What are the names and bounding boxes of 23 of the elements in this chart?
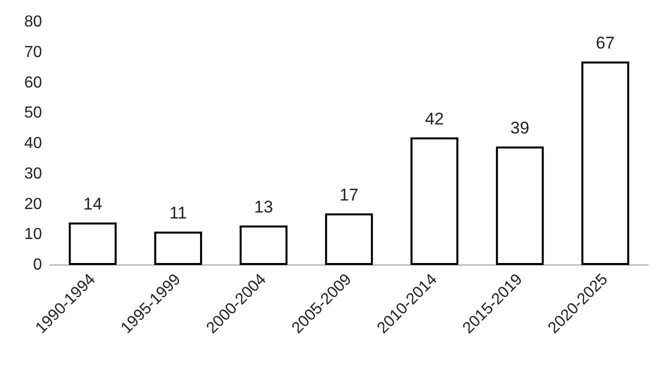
bar — [496, 146, 544, 265]
data-label: 14 — [83, 194, 102, 214]
bar — [154, 232, 202, 265]
y-tick-label: 30 — [24, 165, 42, 182]
y-tick-label: 20 — [24, 196, 42, 213]
data-label: 67 — [596, 33, 615, 52]
y-tick-label: 70 — [24, 44, 42, 61]
data-label: 39 — [510, 118, 530, 138]
y-tick-label: 80 — [24, 14, 42, 30]
y-tick-label: 10 — [24, 226, 42, 244]
bar — [68, 222, 117, 265]
data-label: 13 — [254, 198, 274, 217]
y-tick-label: 40 — [24, 135, 42, 152]
data-label: 42 — [424, 109, 444, 128]
bar — [240, 226, 288, 265]
y-tick-label: 60 — [24, 74, 42, 92]
y-tick-label: 50 — [24, 104, 42, 122]
data-label: 11 — [169, 204, 187, 223]
bar — [581, 61, 630, 265]
y-tick-label: 0 — [33, 256, 42, 274]
bar — [325, 213, 373, 265]
bar — [410, 137, 458, 265]
data-label: 17 — [340, 185, 358, 204]
